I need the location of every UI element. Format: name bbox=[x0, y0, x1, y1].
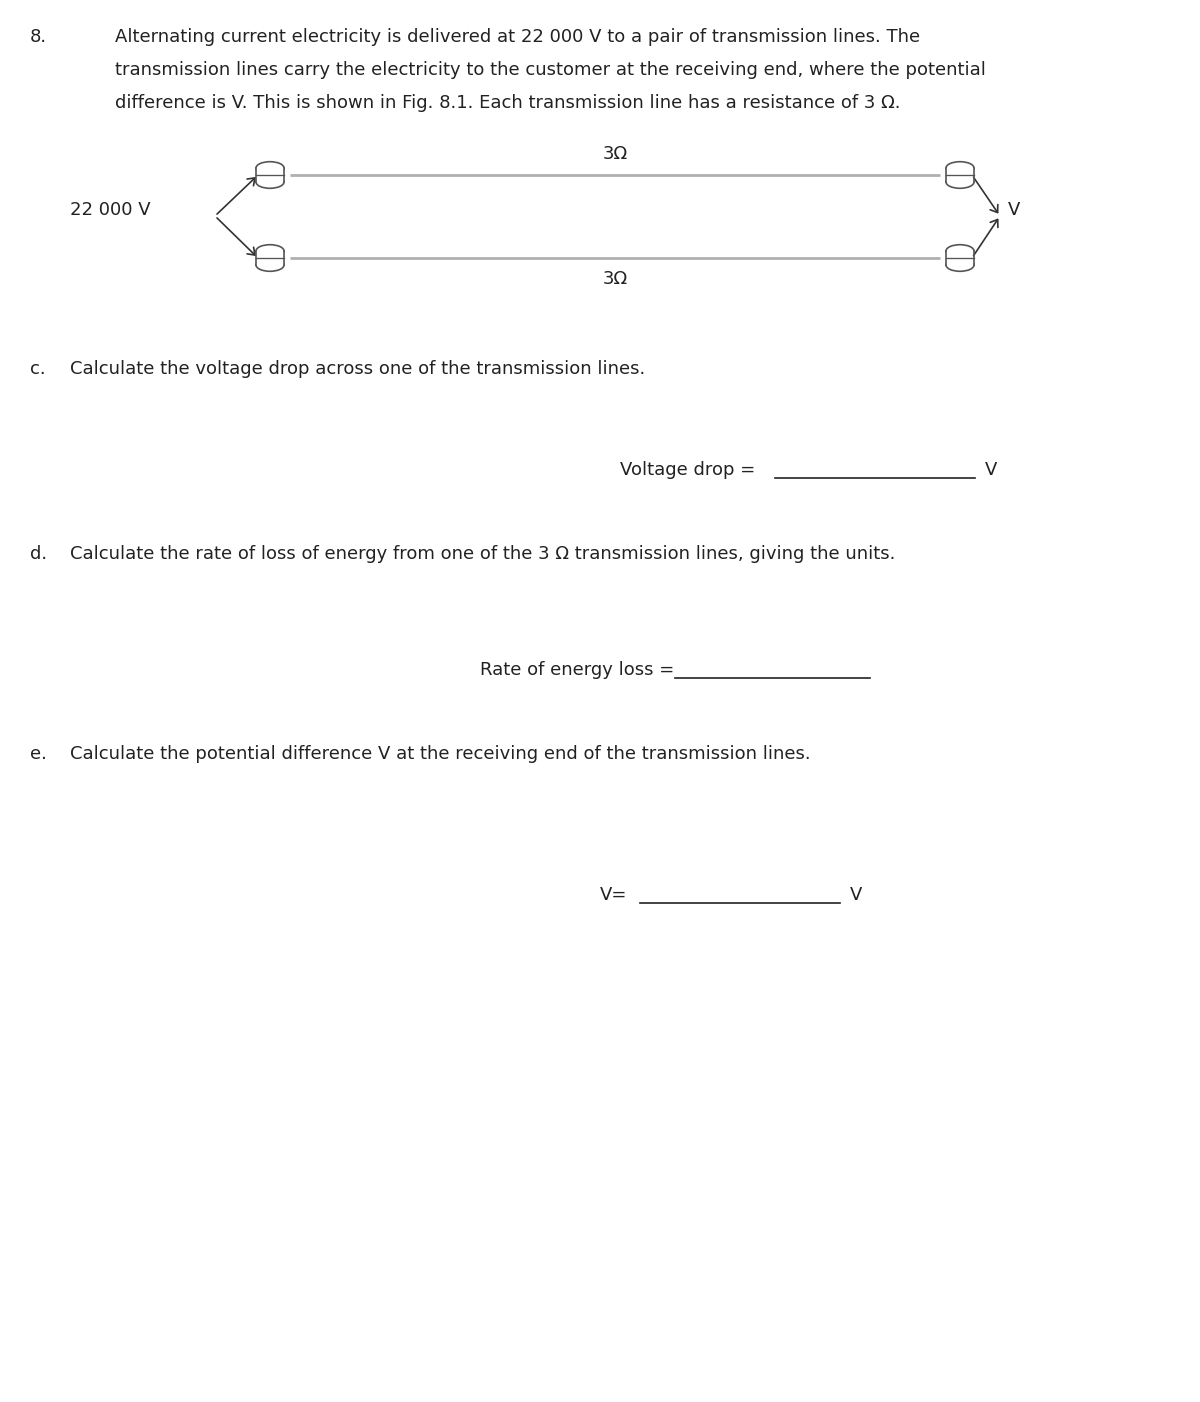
Text: Calculate the rate of loss of energy from one of the 3 Ω transmission lines, giv: Calculate the rate of loss of energy fro… bbox=[70, 545, 895, 564]
Ellipse shape bbox=[256, 161, 284, 174]
Text: difference is V. This is shown in Fig. 8.1. Each transmission line has a resista: difference is V. This is shown in Fig. 8… bbox=[115, 94, 900, 112]
Text: 8.: 8. bbox=[30, 28, 47, 46]
Text: Calculate the voltage drop across one of the transmission lines.: Calculate the voltage drop across one of… bbox=[70, 360, 646, 379]
Text: Rate of energy loss =: Rate of energy loss = bbox=[480, 660, 674, 679]
Ellipse shape bbox=[946, 259, 974, 272]
Bar bbox=[946, 251, 974, 265]
Text: d.: d. bbox=[30, 545, 47, 564]
Text: Voltage drop =: Voltage drop = bbox=[620, 461, 755, 479]
Text: Alternating current electricity is delivered at 22 000 V to a pair of transmissi: Alternating current electricity is deliv… bbox=[115, 28, 920, 46]
Bar bbox=[256, 251, 284, 265]
Text: 3Ω: 3Ω bbox=[602, 271, 628, 287]
Text: V: V bbox=[1008, 200, 1020, 219]
Bar bbox=[946, 168, 974, 182]
Ellipse shape bbox=[946, 161, 974, 174]
Text: V: V bbox=[850, 886, 863, 904]
Ellipse shape bbox=[946, 175, 974, 188]
Ellipse shape bbox=[946, 245, 974, 258]
Text: c.: c. bbox=[30, 360, 46, 379]
Bar bbox=[256, 168, 284, 182]
Ellipse shape bbox=[256, 245, 284, 258]
Text: 3Ω: 3Ω bbox=[602, 144, 628, 163]
Text: 22 000 V: 22 000 V bbox=[70, 200, 151, 219]
Text: e.: e. bbox=[30, 744, 47, 763]
Ellipse shape bbox=[256, 175, 284, 188]
Text: transmission lines carry the electricity to the customer at the receiving end, w: transmission lines carry the electricity… bbox=[115, 62, 986, 79]
Text: Calculate the potential difference V at the receiving end of the transmission li: Calculate the potential difference V at … bbox=[70, 744, 811, 763]
Text: V=: V= bbox=[600, 886, 628, 904]
Text: V: V bbox=[985, 461, 997, 479]
Ellipse shape bbox=[256, 259, 284, 272]
